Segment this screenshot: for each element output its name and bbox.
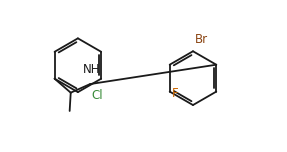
Text: Br: Br (195, 33, 208, 46)
Text: F: F (172, 87, 179, 100)
Text: Cl: Cl (91, 89, 103, 102)
Text: NH: NH (82, 63, 100, 76)
